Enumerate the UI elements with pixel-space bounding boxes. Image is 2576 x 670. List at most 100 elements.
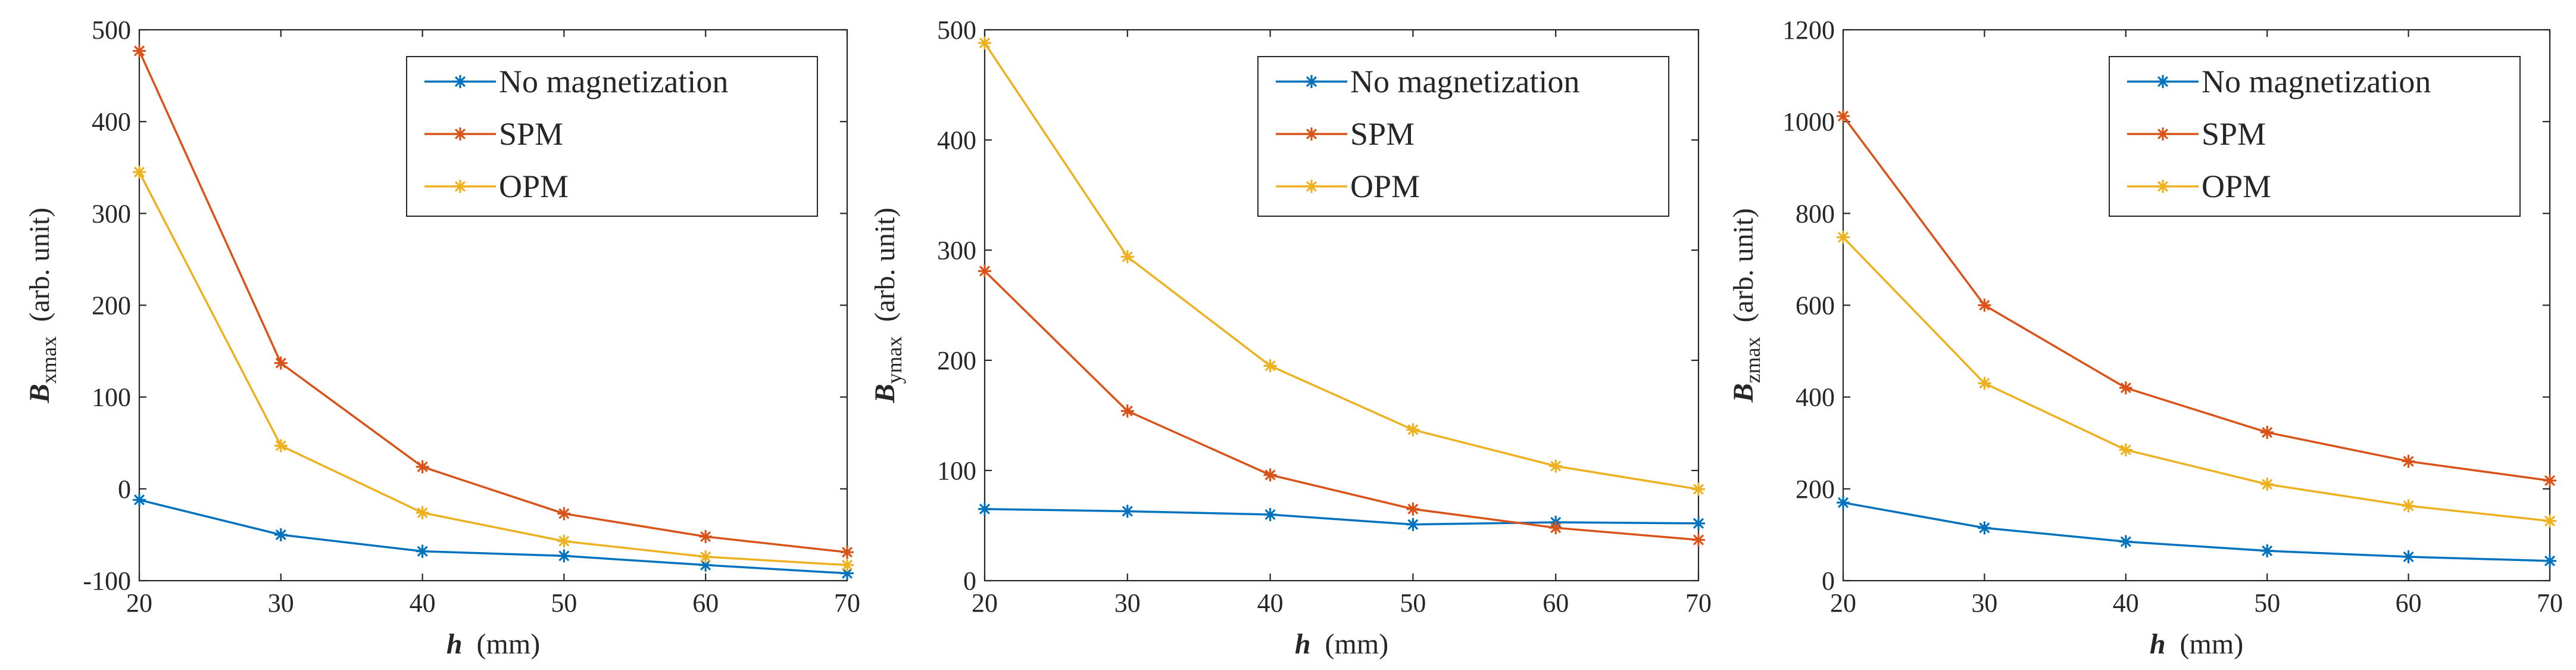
- marker-stroke: [133, 166, 145, 178]
- data-point: [1692, 533, 1705, 547]
- marker-stroke: [275, 529, 286, 540]
- legend-item: SPM: [2127, 116, 2266, 152]
- marker-stroke: [417, 507, 428, 518]
- y-tick-label: 0: [1822, 566, 1835, 596]
- marker-stroke: [1837, 497, 1849, 509]
- data-point: [1692, 482, 1705, 496]
- legend-label: No magnetization: [499, 64, 728, 99]
- data-point: [1978, 376, 1991, 390]
- x-axis-unit: (mm): [463, 628, 541, 660]
- y-tick-label: 1200: [1782, 15, 1835, 45]
- x-tick-label: 30: [268, 588, 294, 618]
- legend-label: No magnetization: [1350, 64, 1579, 99]
- marker-stroke: [1407, 519, 1419, 530]
- x-tick-label: 50: [551, 588, 577, 618]
- y-tick-label: -100: [83, 566, 131, 596]
- marker-stroke: [1122, 251, 1133, 263]
- legend: No magnetization SPM OPM: [2109, 56, 2521, 217]
- plot-frame: [983, 29, 1700, 582]
- marker-stroke: [1306, 128, 1317, 140]
- marker-stroke: [2157, 76, 2169, 88]
- data-point: [557, 549, 571, 563]
- y-tick-label: 0: [963, 566, 976, 596]
- data-point: [2119, 535, 2132, 549]
- data-point: [1692, 516, 1705, 530]
- y-axis-label: Bymax (arb. unit): [869, 208, 906, 404]
- legend-marker: [2156, 180, 2169, 193]
- data-point: [841, 558, 854, 572]
- y-axis-variable: B: [869, 384, 901, 403]
- marker-stroke: [2403, 500, 2414, 512]
- y-tick-label: 400: [937, 126, 976, 155]
- marker-stroke: [1122, 406, 1133, 417]
- data-point: [1406, 502, 1420, 516]
- data-point: [2543, 514, 2556, 528]
- marker-stroke: [454, 128, 466, 140]
- data-point: [1263, 468, 1277, 482]
- marker-stroke: [275, 440, 286, 451]
- y-tick-label: 400: [92, 107, 131, 136]
- x-tick-label: 60: [692, 588, 719, 618]
- legend-marker: [1305, 180, 1318, 193]
- x-tick-label: 30: [1971, 588, 1997, 618]
- x-tick-label: 40: [1257, 588, 1284, 618]
- y-tick-label: 100: [937, 456, 976, 485]
- data-point: [274, 356, 288, 370]
- series-spm: [978, 264, 1705, 547]
- legend: No magnetization SPM OPM: [1257, 56, 1669, 217]
- data-point: [2402, 550, 2415, 563]
- x-tick-label: 60: [2396, 588, 2422, 618]
- y-tick-label: 500: [937, 15, 976, 45]
- data-point: [978, 502, 991, 516]
- y-axis-unit: (arb. unit): [24, 208, 55, 336]
- marker-stroke: [2157, 180, 2169, 192]
- legend-marker: [454, 180, 467, 193]
- series-opm: [1837, 230, 2556, 528]
- data-point: [274, 439, 288, 453]
- marker-stroke: [979, 266, 991, 277]
- legend-label: OPM: [499, 169, 569, 204]
- legend-label: No magnetization: [2202, 64, 2431, 99]
- marker-stroke: [454, 180, 466, 192]
- legend-marker: [2156, 127, 2169, 141]
- data-point: [1978, 298, 1991, 312]
- data-point: [2119, 443, 2132, 457]
- x-tick-label: 40: [2113, 588, 2139, 618]
- y-axis-unit: (arb. unit): [869, 208, 901, 336]
- marker-stroke: [1407, 424, 1419, 435]
- legend-item: OPM: [2127, 169, 2271, 204]
- data-point: [2260, 426, 2274, 440]
- series-line: [983, 42, 1699, 491]
- data-point: [1549, 521, 1563, 535]
- series-opm: [978, 36, 1705, 496]
- data-point: [557, 507, 571, 521]
- legend-item: SPM: [1276, 116, 1415, 152]
- marker-stroke: [2120, 382, 2131, 394]
- marker-stroke: [979, 503, 991, 515]
- marker-stroke: [558, 550, 570, 562]
- legend-marker: [2156, 75, 2169, 88]
- marker-stroke: [700, 551, 711, 562]
- series-no-magnetization: [133, 493, 854, 580]
- y-axis-label: Bzmax (arb. unit): [1728, 208, 1765, 403]
- x-axis-unit: (mm): [2166, 628, 2244, 660]
- marker-stroke: [2120, 444, 2131, 456]
- data-point: [978, 264, 991, 278]
- data-point: [1406, 423, 1420, 437]
- y-tick-label: 100: [92, 383, 131, 412]
- marker-stroke: [558, 535, 570, 547]
- marker-stroke: [417, 461, 428, 472]
- y-axis-variable: B: [24, 384, 55, 403]
- marker-stroke: [1837, 110, 1849, 121]
- x-axis-label: h (mm): [1295, 628, 1388, 660]
- data-point: [133, 165, 146, 179]
- data-point: [2543, 473, 2556, 487]
- series-line: [138, 172, 848, 566]
- chart-panel-2: 20 30 40 50 60 70 0 100 200 300 400 500 h (mm) Bymax …: [869, 15, 1712, 660]
- legend: No magnetization SPM OPM: [406, 56, 818, 217]
- legend-item: No magnetization: [2127, 64, 2431, 99]
- marker-stroke: [1306, 76, 1317, 88]
- y-tick-label: 300: [937, 236, 976, 265]
- data-point: [1263, 359, 1277, 373]
- marker-stroke: [979, 38, 991, 49]
